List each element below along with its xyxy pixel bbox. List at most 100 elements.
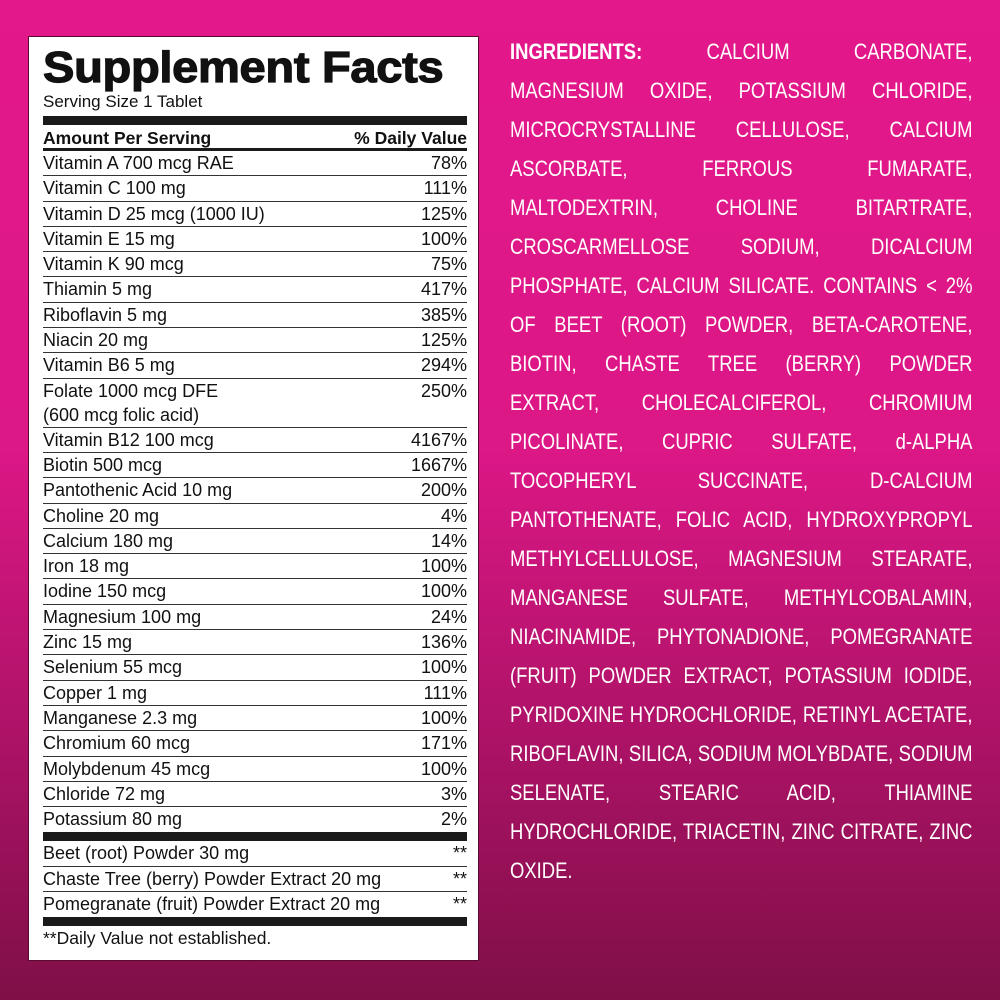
divider-thick	[43, 832, 467, 842]
nutrient-name: Vitamin C 100 mg	[43, 178, 186, 199]
supplement-facts-panel: Supplement Facts Serving Size 1 Tablet A…	[28, 36, 479, 961]
nutrient-name: Iodine 150 mcg	[43, 581, 167, 602]
daily-value: 100%	[420, 556, 467, 577]
nutrient-name: Molybdenum 45 mcg	[43, 758, 211, 779]
table-row: Chromium 60 mcg 171%	[43, 731, 467, 757]
nutrient-name: Vitamin K 90 mcg	[43, 254, 184, 275]
daily-value: 111%	[423, 682, 467, 703]
table-row: Copper 1 mg 111%	[43, 681, 467, 706]
daily-value: 125%	[420, 203, 467, 224]
nutrient-name: Pantothenic Acid 10 mg	[43, 480, 233, 501]
facts-title: Supplement Facts	[42, 43, 444, 92]
daily-value-label: % Daily Value	[354, 128, 467, 148]
divider-thick	[43, 917, 467, 927]
daily-value: 75%	[430, 254, 467, 275]
table-row: Vitamin C 100 mg 111%	[43, 176, 467, 202]
table-row: Magnesium 100 mg 24%	[43, 605, 467, 631]
table-row: Chaste Tree (berry) Powder Extract 20 mg…	[43, 867, 467, 893]
daily-value: 4%	[440, 505, 467, 526]
daily-value: 417%	[420, 279, 467, 300]
nutrient-name: Vitamin D 25 mcg (1000 IU)	[43, 203, 265, 224]
daily-value: **	[452, 843, 467, 864]
ingredients-text: INGREDIENTS: CALCIUM CARBONATE, MAGNESIU…	[510, 32, 972, 890]
amount-per-serving-label: Amount Per Serving	[43, 128, 212, 148]
nutrient-name: Pomegranate (fruit) Powder Extract 20 mg	[43, 894, 381, 915]
table-row: Manganese 2.3 mg 100%	[43, 706, 467, 732]
daily-value: 385%	[420, 304, 467, 325]
nutrient-name: Vitamin B6 5 mg	[43, 355, 175, 376]
nutrient-name: Magnesium 100 mg	[43, 606, 202, 627]
table-row: Vitamin B6 5 mg 294%	[43, 353, 467, 379]
nutrient-name: Vitamin A 700 mcg RAE	[43, 153, 234, 173]
table-row: Choline 20 mg 4%	[43, 504, 467, 529]
table-row: Zinc 15 mg 136%	[43, 630, 467, 656]
table-row: Potassium 80 mg 2%	[43, 807, 467, 832]
daily-value: 100%	[420, 758, 467, 779]
daily-value: 200%	[420, 480, 467, 501]
nutrient-name: Potassium 80 mg	[43, 809, 183, 830]
daily-value: 100%	[420, 657, 467, 678]
nutrient-name: Chromium 60 mcg	[43, 733, 191, 754]
daily-value: 3%	[440, 783, 467, 804]
daily-value: 78%	[430, 153, 467, 173]
nutrient-name: Niacin 20 mg	[43, 330, 149, 351]
nutrient-list: Vitamin A 700 mcg RAE 78% Vitamin C 100 mg…	[43, 151, 467, 832]
daily-value: **	[452, 894, 467, 915]
daily-value: 100%	[420, 228, 467, 249]
daily-value: 136%	[420, 632, 467, 653]
table-row: Selenium 55 mcg 100%	[43, 655, 467, 681]
table-row: Biotin 500 mcg 1667%	[43, 453, 467, 479]
daily-value: 100%	[420, 707, 467, 728]
nutrient-name: Riboflavin 5 mg	[43, 304, 168, 325]
daily-value: 4167%	[410, 429, 467, 450]
other-ingredients-list: Beet (root) Powder 30 mg ** Chaste Tree (b…	[43, 841, 467, 917]
nutrient-name: Vitamin B12 100 mcg	[43, 429, 214, 450]
daily-value: 250%	[420, 380, 467, 401]
nutrient-name: Manganese 2.3 mg	[43, 707, 198, 728]
nutrient-name: Folate 1000 mcg DFE (600 mcg folic acid)	[43, 380, 219, 425]
nutrient-name: Iron 18 mg	[43, 556, 130, 577]
daily-value: 111%	[423, 178, 467, 199]
divider-thick	[43, 116, 467, 125]
table-row: Riboflavin 5 mg 385%	[43, 303, 467, 329]
ingredients-label: INGREDIENTS:	[510, 39, 643, 64]
table-row: Calcium 180 mg 14%	[43, 529, 467, 555]
table-row: Vitamin A 700 mcg RAE 78%	[43, 151, 467, 177]
table-row: Chloride 72 mg 3%	[43, 782, 467, 808]
table-row: Vitamin K 90 mcg 75%	[43, 252, 467, 278]
nutrient-name: Zinc 15 mg	[43, 632, 133, 653]
daily-value: 24%	[430, 606, 467, 627]
table-row: Molybdenum 45 mcg 100%	[43, 757, 467, 782]
nutrient-name: Chloride 72 mg	[43, 783, 166, 804]
daily-value: 1667%	[410, 454, 467, 475]
nutrient-name: Choline 20 mg	[43, 505, 160, 526]
ingredients-list: CALCIUM CARBONATE, MAGNESIUM OXIDE, POTA…	[510, 39, 973, 883]
daily-value: 14%	[430, 530, 467, 551]
daily-value: 2%	[440, 809, 467, 830]
daily-value: 294%	[420, 355, 467, 376]
nutrient-name: Beet (root) Powder 30 mg	[43, 843, 250, 864]
nutrient-name: Vitamin E 15 mg	[43, 228, 175, 249]
daily-value: **	[452, 868, 467, 889]
table-row: Vitamin B12 100 mcg 4167%	[43, 428, 467, 453]
table-row: Pantothenic Acid 10 mg 200%	[43, 478, 467, 504]
table-row: Beet (root) Powder 30 mg **	[43, 841, 467, 867]
daily-value: 125%	[420, 330, 467, 351]
serving-size: Serving Size 1 Tablet	[43, 92, 203, 111]
table-row: Vitamin E 15 mg 100%	[43, 227, 467, 253]
table-row: Folate 1000 mcg DFE (600 mcg folic acid)…	[43, 379, 467, 428]
table-row: Iodine 150 mcg 100%	[43, 579, 467, 605]
nutrient-name: Chaste Tree (berry) Powder Extract 20 mg	[43, 868, 382, 889]
table-row: Pomegranate (fruit) Powder Extract 20 mg…	[43, 892, 467, 917]
nutrient-name: Copper 1 mg	[43, 682, 148, 703]
table-row: Thiamin 5 mg 417%	[43, 277, 467, 303]
table-row: Iron 18 mg 100%	[43, 554, 467, 580]
nutrient-name: Thiamin 5 mg	[43, 279, 153, 300]
footnote: **Daily Value not established.	[43, 928, 272, 949]
daily-value: 100%	[420, 581, 467, 602]
nutrient-name: Selenium 55 mcg	[43, 657, 183, 678]
nutrient-name: Calcium 180 mg	[43, 530, 174, 551]
nutrient-name: Biotin 500 mcg	[43, 454, 163, 475]
daily-value: 171%	[420, 733, 467, 754]
table-row: Niacin 20 mg 125%	[43, 328, 467, 354]
